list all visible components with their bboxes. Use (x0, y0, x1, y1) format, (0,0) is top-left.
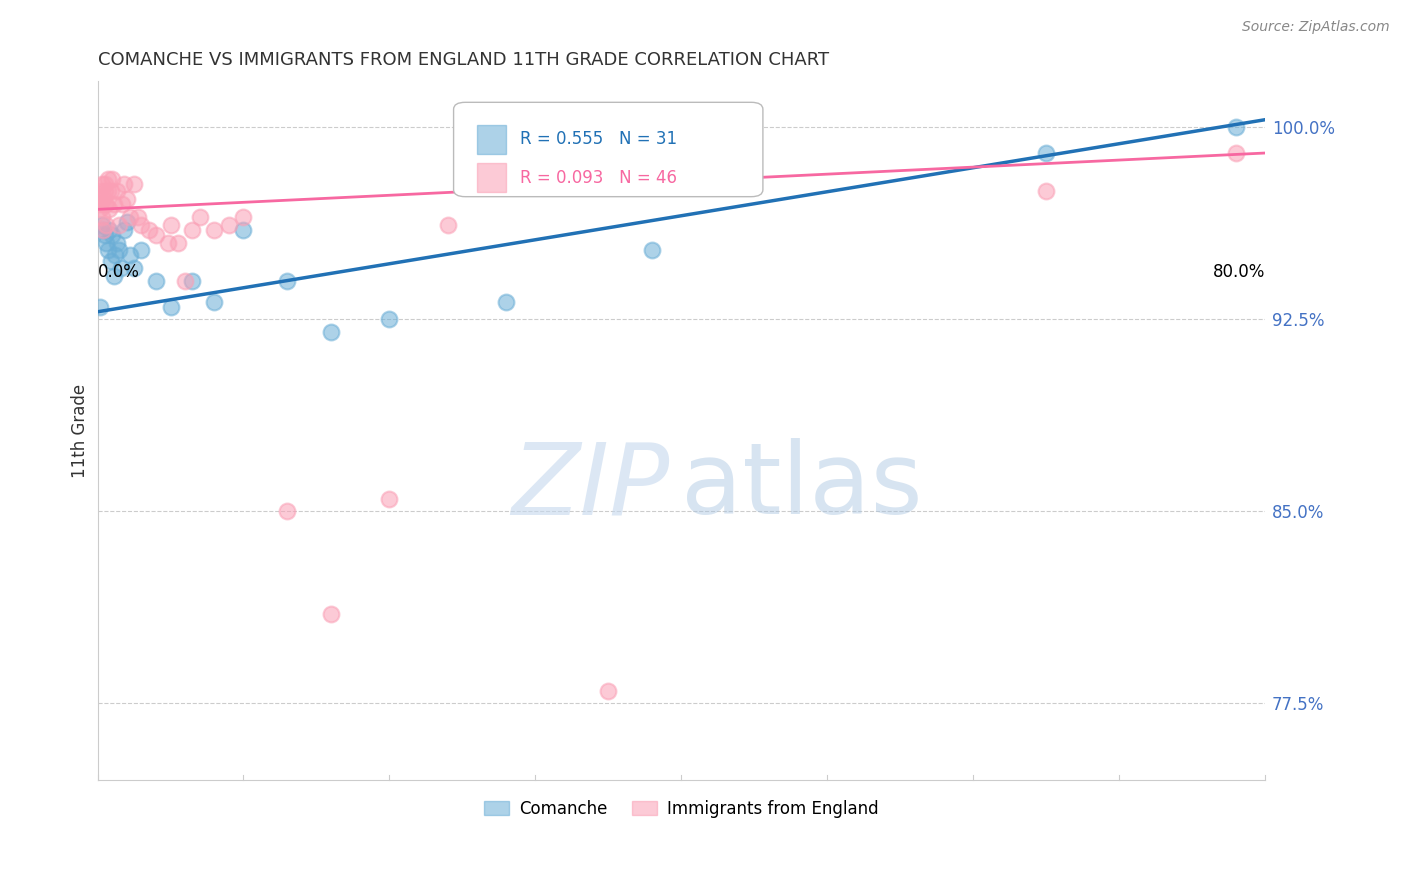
Point (1225, 146, 1247, 161)
Point (131, 218, 153, 232)
Point (122, 177, 145, 191)
Point (105, 185, 128, 199)
Point (181, 223, 204, 237)
Point (98, 223, 121, 237)
Point (89, 300, 111, 314)
Point (87, 197, 110, 211)
Text: atlas: atlas (681, 438, 922, 535)
Point (319, 325, 342, 339)
Point (97, 171, 120, 186)
Point (131, 244, 153, 258)
Point (232, 210, 254, 224)
Point (112, 223, 135, 237)
Point (118, 210, 141, 224)
Text: 0.0%: 0.0% (97, 263, 139, 281)
Point (91, 177, 114, 191)
Point (174, 274, 197, 288)
Point (115, 192, 138, 206)
Point (1035, 146, 1057, 161)
Point (378, 312, 401, 326)
Point (145, 274, 167, 288)
Legend: Comanche, Immigrants from England: Comanche, Immigrants from England (477, 793, 886, 824)
Point (108, 218, 131, 232)
Point (110, 261, 132, 276)
Point (87, 192, 110, 206)
Point (115, 215, 138, 229)
Point (93, 223, 115, 237)
Text: 80.0%: 80.0% (1212, 263, 1265, 281)
FancyBboxPatch shape (477, 163, 506, 193)
Point (159, 218, 181, 232)
Point (94, 227, 117, 242)
Point (96, 235, 118, 250)
Point (232, 223, 254, 237)
Point (145, 227, 167, 242)
Point (94, 197, 117, 211)
Point (112, 177, 135, 191)
Point (103, 268, 125, 283)
Text: COMANCHE VS IMMIGRANTS FROM ENGLAND 11TH GRADE CORRELATION CHART: COMANCHE VS IMMIGRANTS FROM ENGLAND 11TH… (97, 51, 828, 69)
Point (319, 607, 342, 621)
Point (1225, 120, 1247, 135)
Point (96, 197, 118, 211)
Point (1035, 185, 1057, 199)
Point (93, 192, 115, 206)
Point (122, 261, 145, 276)
Text: ZIP: ZIP (512, 438, 669, 535)
Point (641, 244, 664, 258)
Point (98, 202, 121, 217)
Text: R = 0.093   N = 46: R = 0.093 N = 46 (520, 169, 678, 186)
Y-axis label: 11th Grade: 11th Grade (72, 384, 89, 478)
Point (89, 202, 111, 217)
Point (89, 185, 111, 199)
Point (181, 274, 204, 288)
Point (96, 218, 118, 232)
Point (91, 210, 114, 224)
Point (202, 294, 225, 309)
Point (166, 235, 188, 250)
Point (159, 300, 181, 314)
Point (93, 223, 115, 237)
Point (100, 185, 122, 199)
Point (101, 171, 124, 186)
FancyBboxPatch shape (454, 103, 763, 196)
Point (118, 248, 141, 262)
Point (436, 218, 458, 232)
Point (104, 248, 127, 262)
Text: R = 0.555   N = 31: R = 0.555 N = 31 (520, 130, 678, 148)
Point (100, 253, 122, 268)
Point (378, 491, 401, 506)
Point (103, 197, 125, 211)
Point (598, 683, 620, 698)
Point (138, 223, 160, 237)
Point (108, 244, 131, 258)
Point (495, 294, 517, 309)
Point (94, 185, 117, 199)
Point (276, 274, 298, 288)
Point (156, 235, 179, 250)
Point (127, 210, 149, 224)
Point (202, 223, 225, 237)
Point (276, 504, 298, 518)
Point (91, 218, 114, 232)
Point (105, 235, 128, 250)
FancyBboxPatch shape (477, 125, 506, 154)
Point (97, 244, 120, 258)
Point (101, 227, 124, 242)
Point (97, 185, 120, 199)
Text: Source: ZipAtlas.com: Source: ZipAtlas.com (1241, 20, 1389, 34)
Point (218, 218, 240, 232)
Point (111, 197, 134, 211)
Point (188, 210, 211, 224)
Point (94, 177, 117, 191)
